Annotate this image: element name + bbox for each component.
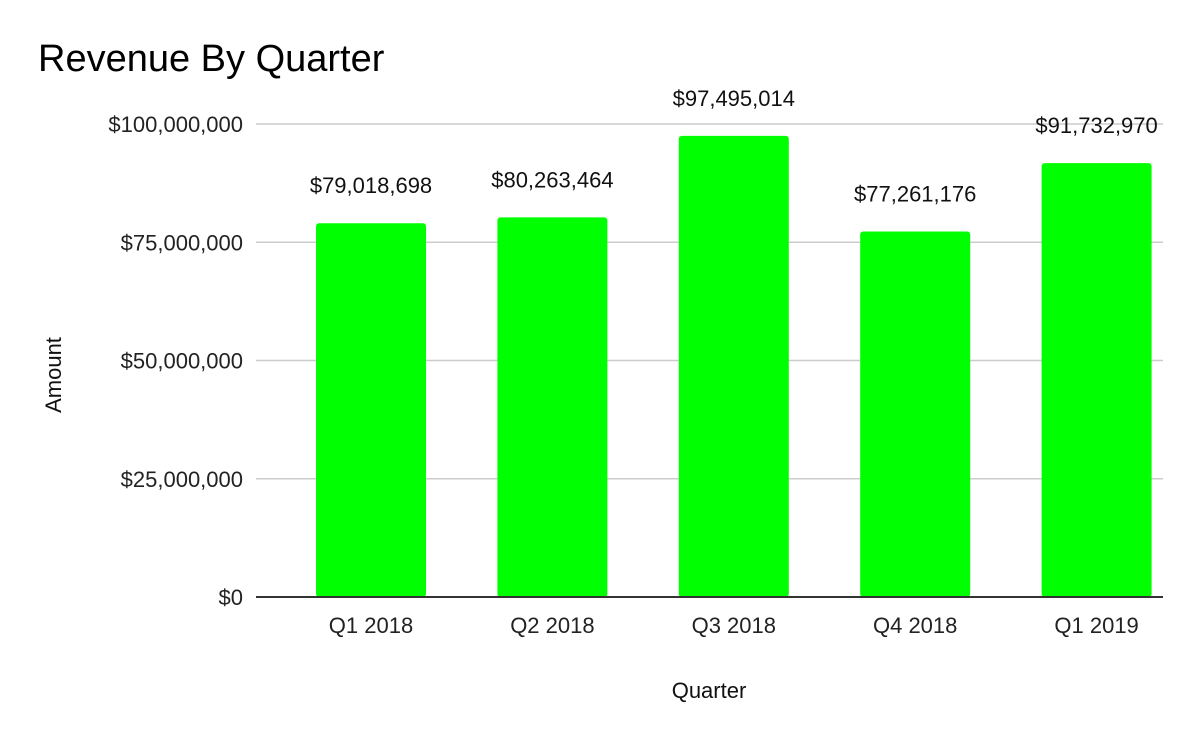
y-tick-label: $100,000,000 <box>108 112 243 137</box>
chart-title: Revenue By Quarter <box>38 38 385 80</box>
x-tick-label: Q1 2018 <box>329 613 413 638</box>
data-label: $77,261,176 <box>854 182 976 207</box>
x-tick-label: Q2 2018 <box>510 613 594 638</box>
bar <box>860 231 971 598</box>
x-tick-label: Q3 2018 <box>692 613 776 638</box>
bar <box>678 135 789 598</box>
x-axis-title: Quarter <box>672 678 747 703</box>
x-tick-label: Q4 2018 <box>873 613 957 638</box>
y-axis-title: Amount <box>41 337 66 413</box>
bars <box>316 135 1152 598</box>
y-tick-label: $50,000,000 <box>121 349 243 374</box>
bar <box>497 217 608 597</box>
bar <box>316 223 426 597</box>
y-tick-label: $25,000,000 <box>121 467 243 492</box>
labels: $0 $25,000,000 $50,000,000 $75,000,000 $100,… <box>41 86 1158 703</box>
x-tick-label: Q1 2019 <box>1054 613 1138 638</box>
bar <box>1041 163 1152 597</box>
data-label: $79,018,698 <box>310 173 432 198</box>
y-tick-label: $0 <box>219 585 243 610</box>
data-label: $91,732,970 <box>1035 113 1157 138</box>
data-label: $80,263,464 <box>491 167 613 192</box>
data-label: $97,495,014 <box>673 86 795 111</box>
y-tick-label: $75,000,000 <box>121 230 243 255</box>
